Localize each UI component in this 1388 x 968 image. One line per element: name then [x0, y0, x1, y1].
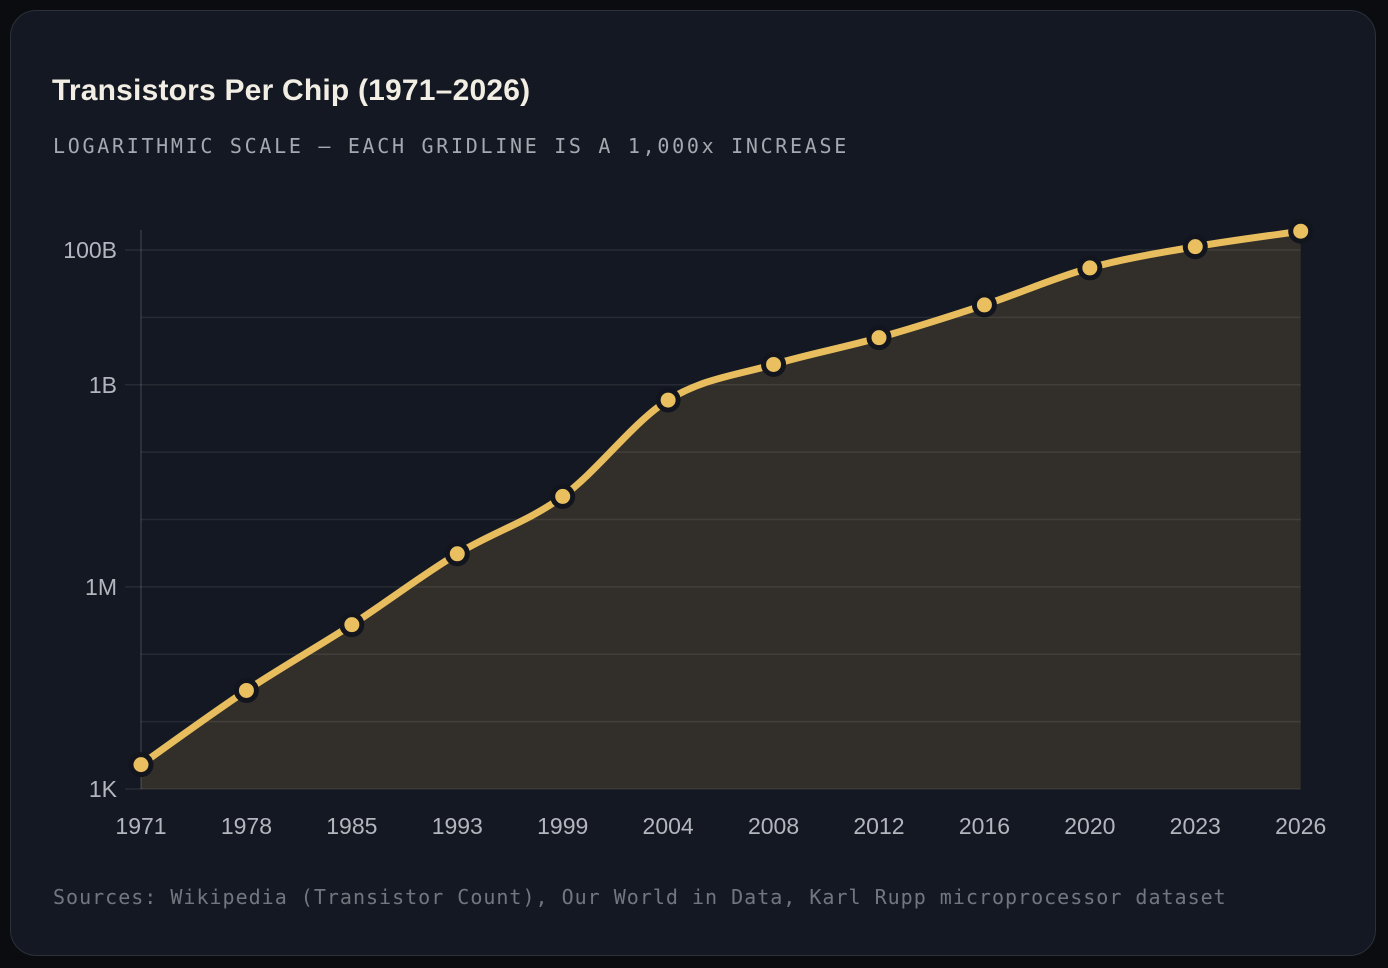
x-axis-label: 1971	[115, 813, 166, 839]
data-point	[655, 387, 681, 413]
x-axis-label: 2016	[959, 813, 1010, 839]
y-axis-label: 1B	[89, 372, 117, 398]
y-axis-label: 1K	[89, 776, 118, 802]
y-axis-label: 100B	[63, 237, 117, 263]
x-axis-label: 2012	[853, 813, 904, 839]
x-axis-label: 2020	[1064, 813, 1115, 839]
x-axis-label: 2023	[1170, 813, 1221, 839]
data-point	[866, 325, 892, 351]
x-axis-label: 1978	[221, 813, 272, 839]
x-axis-label: 2004	[643, 813, 694, 839]
x-axis-label: 1999	[537, 813, 588, 839]
x-axis-label: 2008	[748, 813, 799, 839]
x-axis-label: 1993	[432, 813, 483, 839]
data-point	[550, 483, 576, 509]
data-point	[233, 677, 259, 703]
area-fill	[141, 231, 1301, 789]
data-point	[971, 292, 997, 318]
x-axis-label: 1985	[326, 813, 377, 839]
data-point	[339, 612, 365, 638]
x-axis-label: 2026	[1275, 813, 1326, 839]
data-point	[128, 752, 154, 778]
data-point	[1182, 234, 1208, 260]
chart-card	[10, 10, 1376, 956]
chart-subtitle: LOGARITHMIC SCALE — EACH GRIDLINE IS A 1…	[53, 134, 850, 158]
sources-note: Sources: Wikipedia (Transistor Count), O…	[53, 885, 1227, 909]
data-point	[1288, 218, 1314, 244]
chart-title: Transistors Per Chip (1971–2026)	[52, 74, 531, 107]
y-axis-label: 1M	[85, 574, 117, 600]
data-point	[761, 351, 787, 377]
data-point	[444, 541, 470, 567]
data-point	[1077, 255, 1103, 281]
